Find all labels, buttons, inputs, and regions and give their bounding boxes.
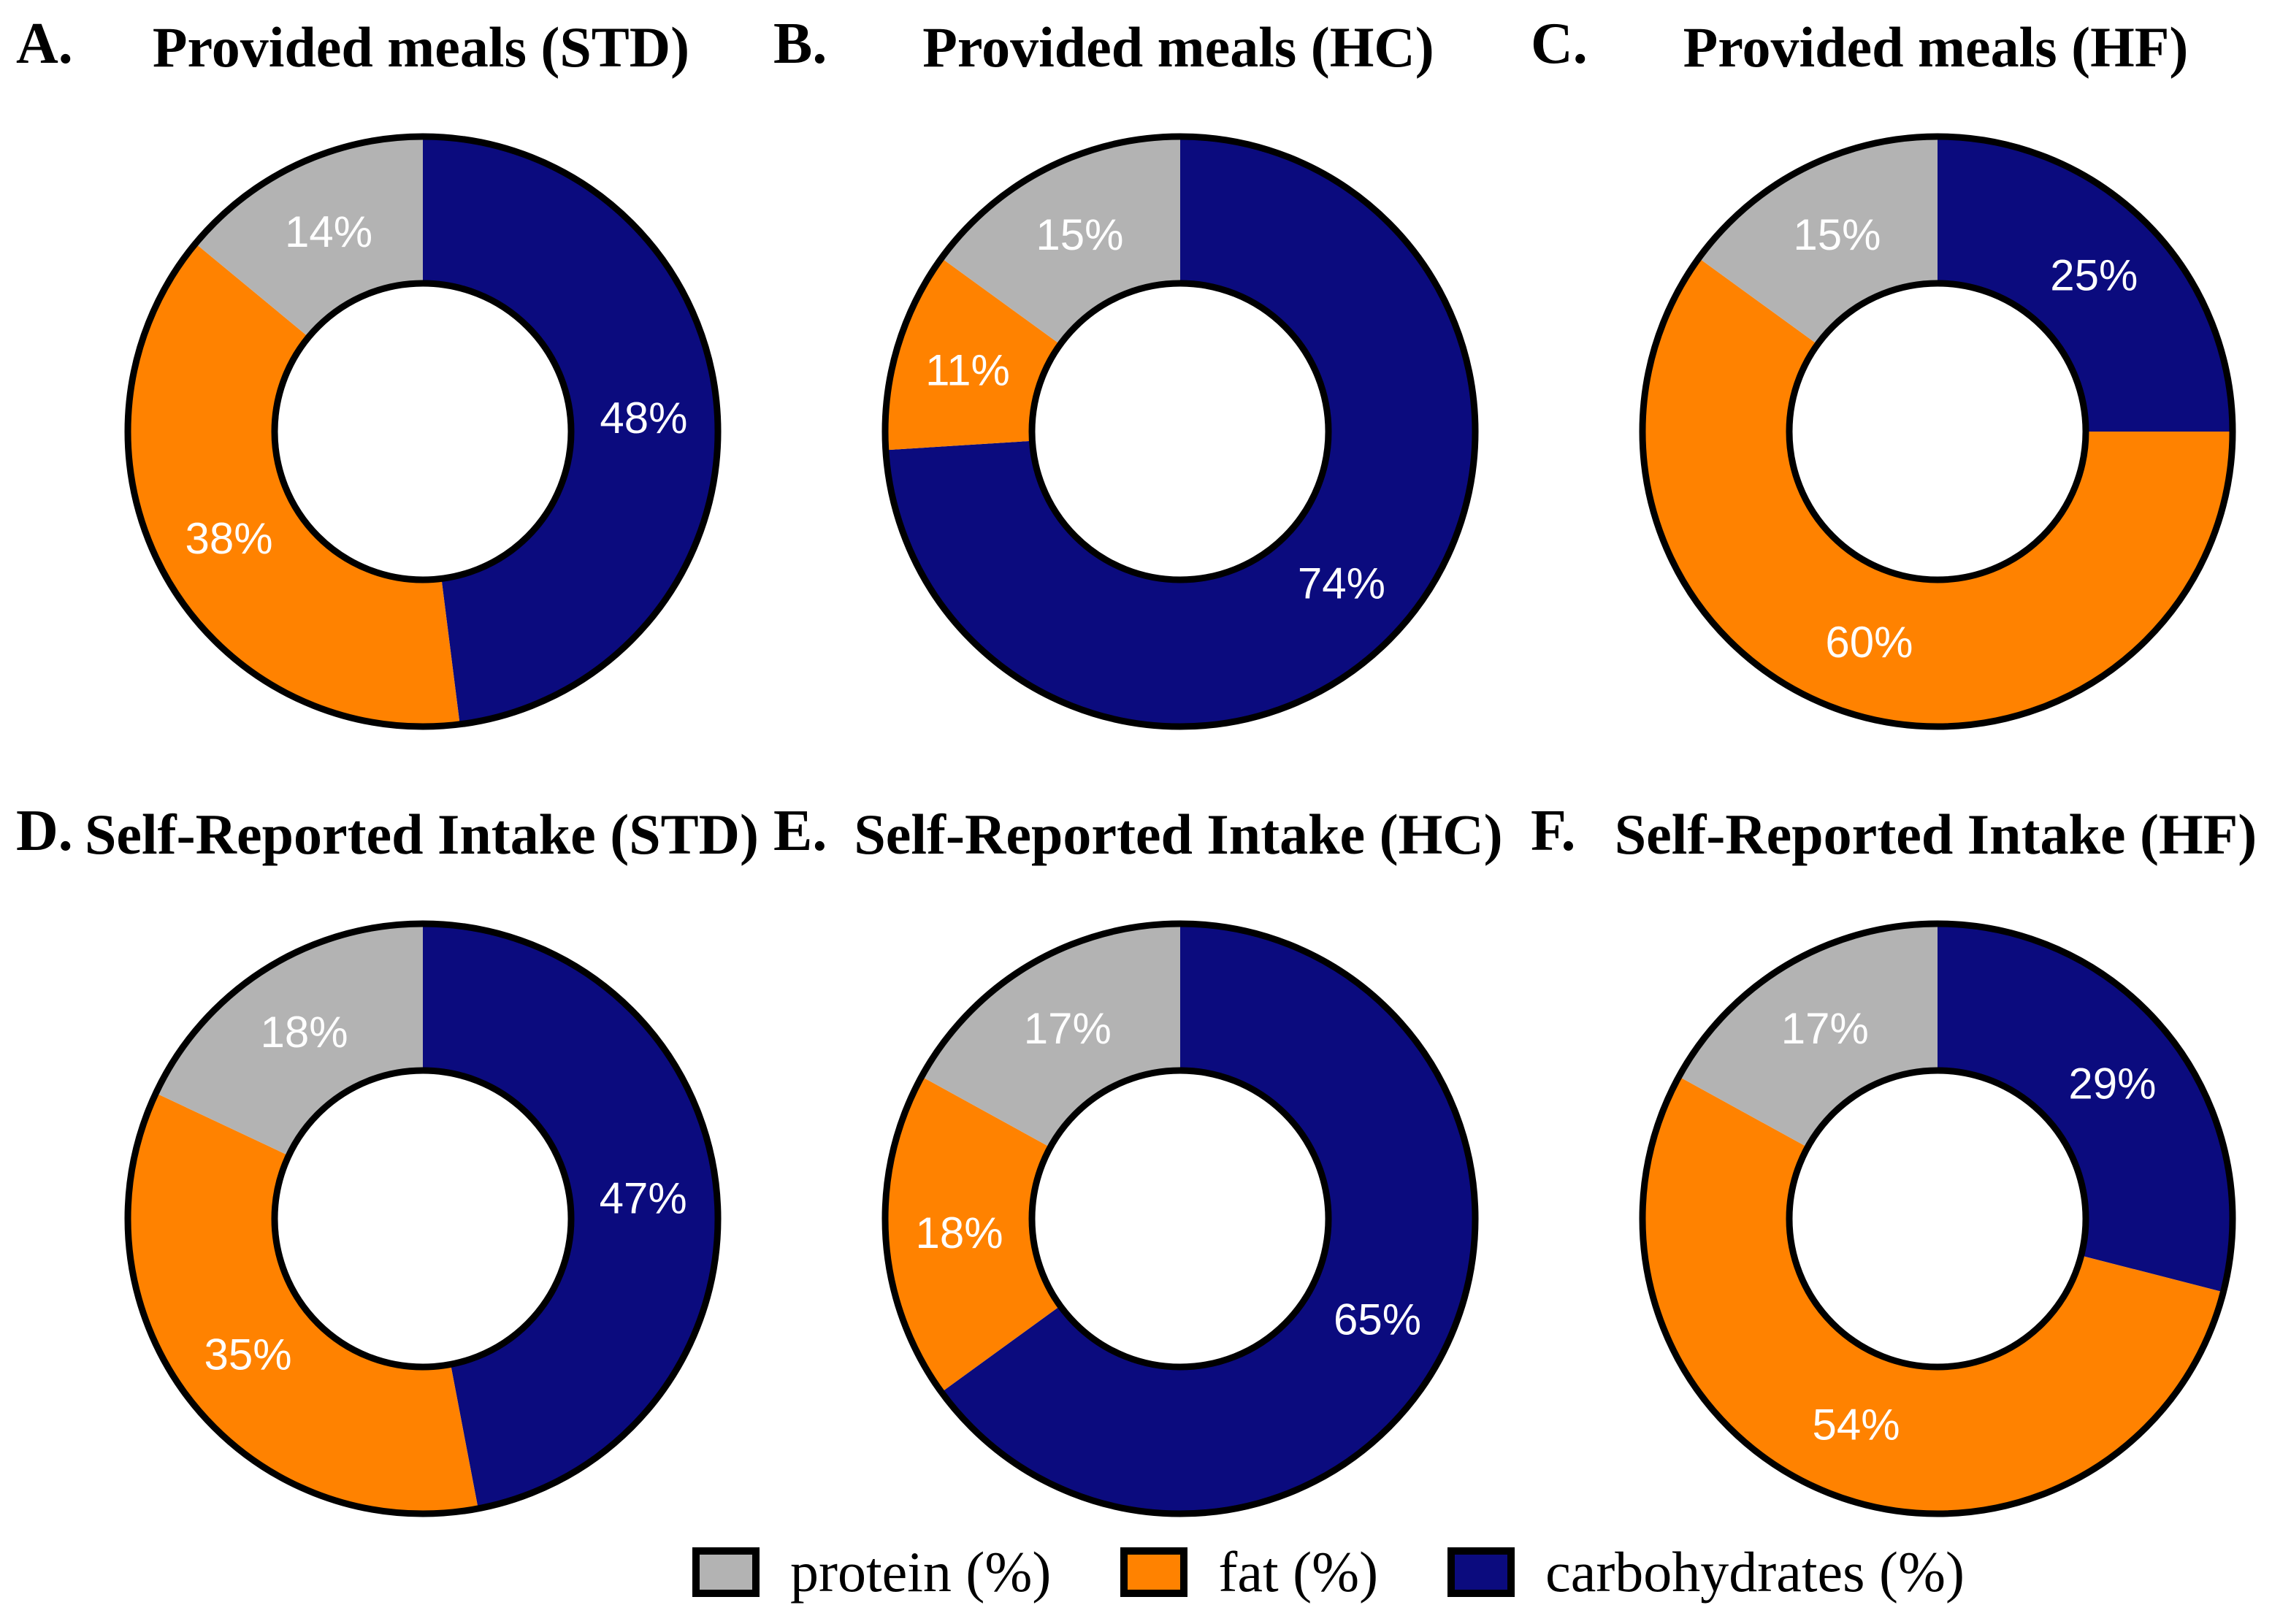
legend-label-protein: protein (%) <box>790 1540 1052 1604</box>
donut-chart-self-reported-hf: 29% 54% 17% <box>1639 920 2236 1517</box>
donut-inner-outline <box>1028 1067 1332 1371</box>
slice-label-fat: 54% <box>1812 1401 1900 1449</box>
donut-chart-self-reported-std: 47% 35% 18% <box>124 920 722 1517</box>
legend-label-carbohydrates: carbohydrates (%) <box>1545 1540 1965 1604</box>
panel-letter: F. <box>1531 799 1576 863</box>
slice-label-protein: 15% <box>1036 210 1123 259</box>
panel-header: F. Self-Reported Intake (HF) <box>1515 787 2272 897</box>
slice-label-protein: 17% <box>1024 1004 1112 1053</box>
panel-letter: B. <box>773 12 827 76</box>
slice-label-fat: 18% <box>916 1209 1003 1257</box>
donut-outer-outline <box>124 920 722 1517</box>
donut-inner-outline <box>1028 280 1332 583</box>
slice-label-fat: 11% <box>925 346 1010 395</box>
slice-label-carbohydrates: 65% <box>1334 1295 1421 1344</box>
donut-chart-provided-meals-hc: 74% 11% 15% <box>881 133 1479 730</box>
legend-item-carbohydrates: carbohydrates (%) <box>1447 1544 1965 1601</box>
panel-title: Provided meals (HF) <box>1683 15 2189 79</box>
legend-item-protein: protein (%) <box>692 1544 1051 1601</box>
donut-outer-outline <box>124 133 722 730</box>
slice-label-protein: 15% <box>1793 210 1881 259</box>
panel-letter: D. <box>16 799 73 863</box>
panel-letter: C. <box>1531 12 1588 76</box>
panel-title: Provided meals (STD) <box>152 15 690 79</box>
slice-label-carbohydrates: 74% <box>1298 559 1385 608</box>
donut-hole <box>275 1070 571 1367</box>
slice-label-fat: 38% <box>185 514 272 563</box>
donut-inner-outline <box>1786 1067 2089 1371</box>
panel-header: B. Provided meals (HC) <box>757 0 1515 110</box>
panel-letter: E. <box>773 799 827 863</box>
slice-label-protein: 18% <box>261 1008 348 1057</box>
panel-title: Self-Reported Intake (STD) <box>85 803 759 866</box>
slice-label-protein: 17% <box>1781 1004 1869 1053</box>
slice-label-carbohydrates: 48% <box>600 394 687 443</box>
donut-outer-outline <box>1639 133 2236 730</box>
panel-provided-meals-std: A. Provided meals (STD) 48% 38% 14% <box>0 0 757 774</box>
panel-header: A. Provided meals (STD) <box>0 0 757 110</box>
protein-swatch-icon <box>692 1547 760 1597</box>
donut-inner-outline <box>1786 280 2089 583</box>
donut-hole <box>275 283 571 580</box>
panel-title: Self-Reported Intake (HF) <box>1614 803 2257 866</box>
panel-self-reported-hf: F. Self-Reported Intake (HF) 29% 54% 17% <box>1515 787 2272 1561</box>
donut-inner-outline <box>271 1067 575 1371</box>
donut-hole <box>1032 1070 1328 1367</box>
donut-hole <box>1032 283 1328 580</box>
panel-header: C. Provided meals (HF) <box>1515 0 2272 110</box>
legend-item-fat: fat (%) <box>1120 1544 1378 1601</box>
donut-hole <box>1789 1070 2086 1367</box>
panel-provided-meals-hf: C. Provided meals (HF) 25% 60% 15% <box>1515 0 2272 774</box>
donut-chart-provided-meals-std: 48% 38% 14% <box>124 133 722 730</box>
slice-label-fat: 35% <box>204 1330 292 1379</box>
panel-self-reported-hc: E. Self-Reported Intake (HC) 65% 18% 17% <box>757 787 1515 1561</box>
donut-chart-self-reported-hc: 65% 18% 17% <box>881 920 1479 1517</box>
slice-label-carbohydrates: 25% <box>2050 251 2138 300</box>
panel-provided-meals-hc: B. Provided meals (HC) 74% 11% 15% <box>757 0 1515 774</box>
panel-self-reported-std: D. Self-Reported Intake (STD) 47% 35% 18% <box>0 787 759 1561</box>
donut-outer-outline <box>881 920 1479 1517</box>
legend-label-fat: fat (%) <box>1218 1540 1379 1604</box>
panel-header: E. Self-Reported Intake (HC) <box>757 787 1515 897</box>
slice-label-carbohydrates: 29% <box>2068 1059 2156 1108</box>
panel-letter: A. <box>16 12 73 76</box>
panel-header: D. Self-Reported Intake (STD) <box>0 787 759 897</box>
slice-label-protein: 14% <box>285 207 372 256</box>
donut-inner-outline <box>271 280 575 583</box>
slice-label-carbohydrates: 47% <box>600 1174 687 1223</box>
carbohydrates-swatch-icon <box>1447 1547 1515 1597</box>
panel-title: Provided meals (HC) <box>922 15 1434 79</box>
panel-title: Self-Reported Intake (HC) <box>854 803 1503 866</box>
donut-outer-outline <box>881 133 1479 730</box>
legend: protein (%) fat (%) carbohydrates (%) <box>692 1532 1965 1612</box>
donut-outer-outline <box>1639 920 2236 1517</box>
slice-label-fat: 60% <box>1825 618 1913 667</box>
donut-hole <box>1789 283 2086 580</box>
fat-swatch-icon <box>1120 1547 1188 1597</box>
donut-chart-provided-meals-hf: 25% 60% 15% <box>1639 133 2236 730</box>
